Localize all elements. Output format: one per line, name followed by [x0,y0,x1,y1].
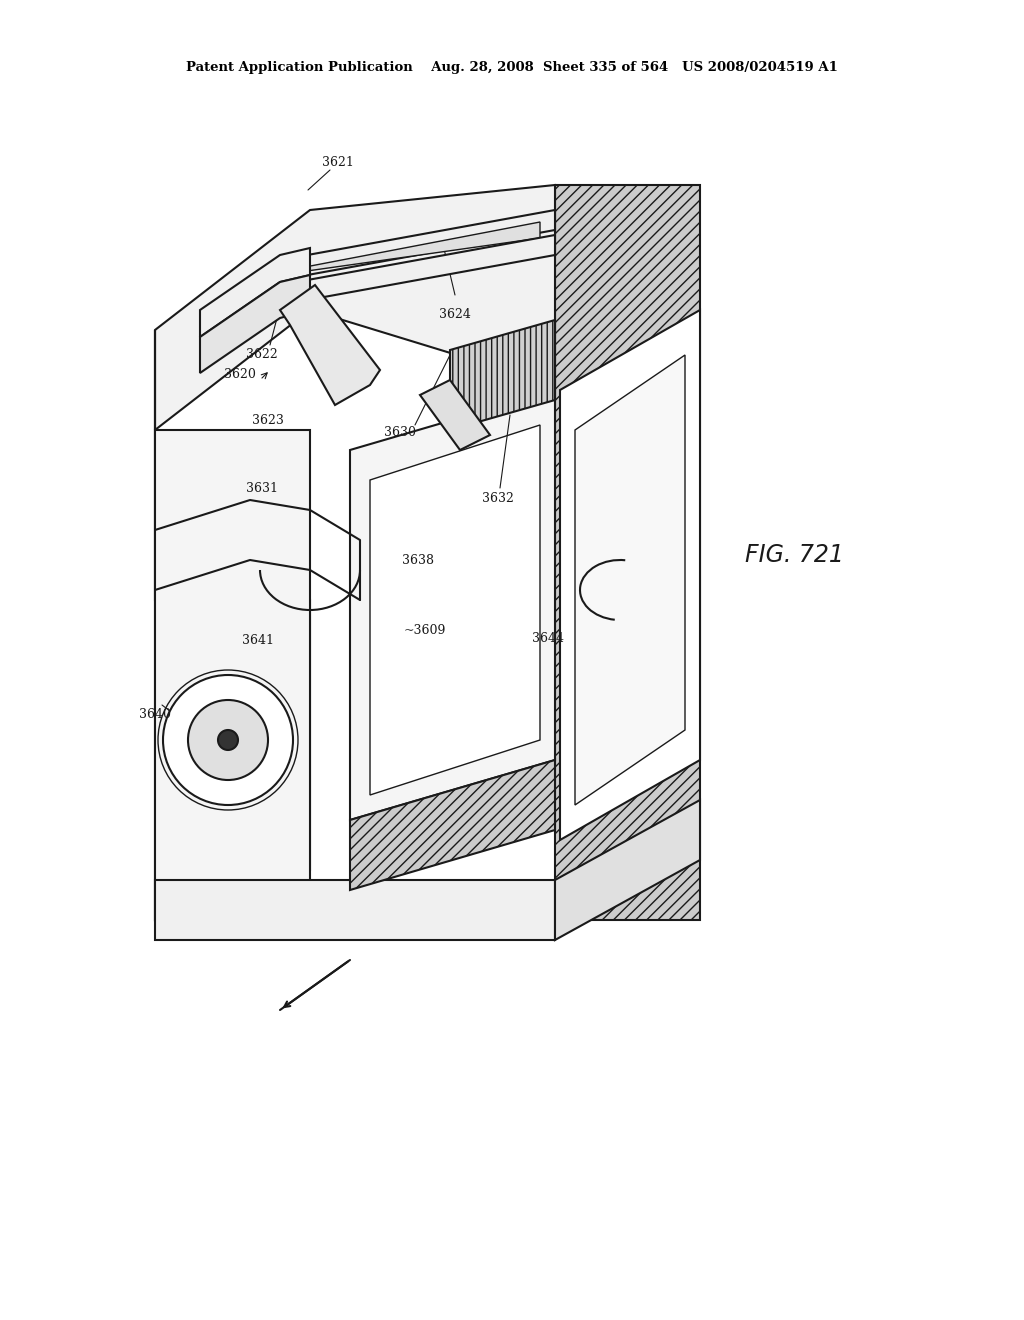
Text: FIG. 721: FIG. 721 [745,543,844,568]
Ellipse shape [163,675,293,805]
Polygon shape [575,355,685,805]
Polygon shape [555,800,700,940]
Polygon shape [280,285,380,405]
Text: 3641: 3641 [242,634,274,647]
Text: 3644: 3644 [532,631,564,644]
Text: 3622: 3622 [246,348,278,362]
Polygon shape [350,760,555,890]
Polygon shape [155,185,555,430]
Polygon shape [420,380,490,450]
Text: 3630: 3630 [384,425,416,438]
Polygon shape [555,185,700,920]
Text: 3631: 3631 [246,482,278,495]
Polygon shape [155,330,310,920]
Text: 3624: 3624 [439,309,471,322]
Polygon shape [280,210,555,280]
Polygon shape [280,235,555,305]
Polygon shape [200,275,310,374]
Polygon shape [370,425,540,795]
Polygon shape [300,222,540,272]
Text: 3621: 3621 [323,156,354,169]
Polygon shape [450,319,555,430]
Text: 3623: 3623 [252,413,284,426]
Text: 3638: 3638 [402,553,434,566]
Polygon shape [155,430,310,920]
Polygon shape [350,389,555,820]
Ellipse shape [188,700,268,780]
Polygon shape [155,880,555,940]
Text: 3640: 3640 [139,709,171,722]
Ellipse shape [218,730,238,750]
Text: Patent Application Publication    Aug. 28, 2008  Sheet 335 of 564   US 2008/0204: Patent Application Publication Aug. 28, … [186,62,838,74]
Polygon shape [200,248,310,337]
Polygon shape [155,601,310,920]
Polygon shape [560,310,700,840]
Text: 3620: 3620 [224,368,256,381]
Text: ~3609: ~3609 [403,623,446,636]
Text: 3632: 3632 [482,491,514,504]
